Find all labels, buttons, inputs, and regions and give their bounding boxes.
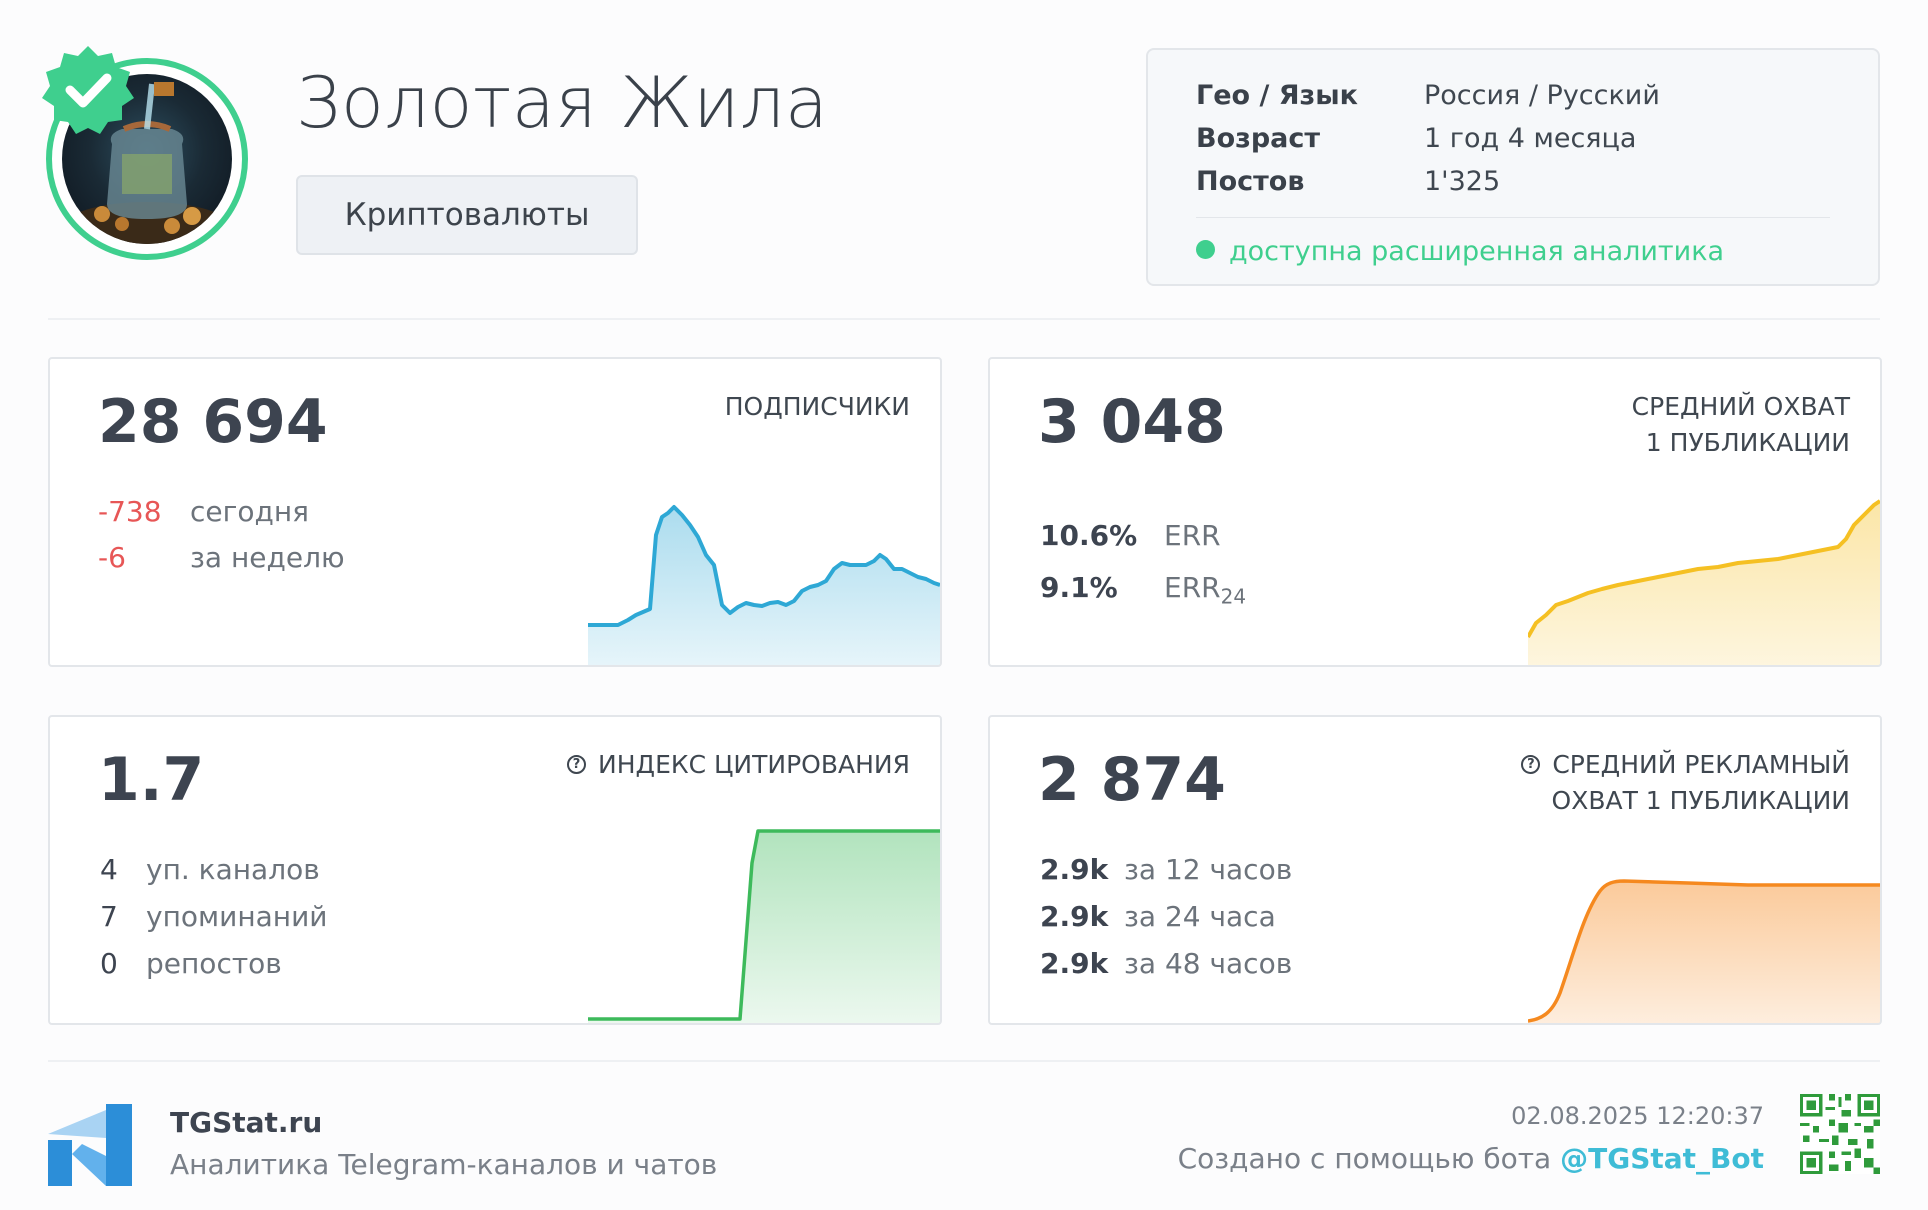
info-row-posts: Постов 1'325 — [1196, 166, 1500, 197]
err24-row: 9.1% ERR24 — [1040, 571, 1246, 609]
ad-reach-row-value: 2.9k — [1040, 900, 1109, 933]
today-label: сегодня — [190, 495, 309, 528]
err-label: ERR — [1164, 519, 1221, 552]
info-value: 1'325 — [1424, 166, 1501, 197]
brand-tagline: Аналитика Telegram-каналов и чатов — [170, 1148, 718, 1181]
citation-index: 1.7 — [98, 745, 205, 815]
timestamp: 02.08.2025 12:20:37 — [1511, 1102, 1764, 1130]
divider — [48, 318, 1880, 320]
week-change: -6 — [98, 541, 126, 574]
subscribers-count: 28 694 — [98, 387, 328, 457]
ad-reach-sparkline — [1528, 879, 1880, 1023]
citation-row: 7 упоминаний — [100, 900, 328, 933]
week-label: за неделю — [190, 541, 345, 574]
reach-card[interactable]: 3 048 СРЕДНИЙ ОХВАТ 1 ПУБЛИКАЦИИ 10.6% ER… — [988, 357, 1882, 667]
info-row-geo: Гео / Язык Россия / Русский — [1196, 80, 1660, 111]
ad-reach-row: 2.9k за 12 часов — [1040, 853, 1292, 886]
subscribers-week: -6 за неделю — [98, 541, 345, 574]
citation-row: 4 уп. каналов — [100, 853, 320, 886]
ad-reach-label-line2: ОХВАТ 1 ПУБЛИКАЦИИ — [1551, 786, 1850, 815]
category-badge[interactable]: Криптовалюты — [296, 175, 638, 255]
brand-name[interactable]: TGStat.ru — [170, 1106, 323, 1139]
analytics-status[interactable]: доступна расширенная аналитика — [1196, 236, 1724, 267]
citation-row-value: 0 — [100, 947, 118, 980]
citation-row-label: уп. каналов — [146, 853, 320, 886]
status-dot-icon — [1196, 240, 1215, 259]
ad-reach-row-value: 2.9k — [1040, 947, 1109, 980]
info-row-age: Возраст 1 год 4 месяца — [1196, 123, 1636, 154]
err24-value: 9.1% — [1040, 571, 1118, 604]
err24-label: ERR — [1164, 571, 1221, 604]
citation-label: ? ИНДЕКС ЦИТИРОВАНИЯ — [567, 747, 910, 783]
subscribers-sparkline — [588, 505, 940, 665]
ad-reach-card[interactable]: 2 874 ? СРЕДНИЙ РЕКЛАМНЫЙ ОХВАТ 1 ПУБЛИКА… — [988, 715, 1882, 1025]
today-change: -738 — [98, 495, 162, 528]
ad-reach-row-label: за 48 часов — [1124, 947, 1293, 980]
citation-row-label: репостов — [146, 947, 282, 980]
created-prefix: Создано с помощью бота — [1177, 1142, 1552, 1175]
tgstat-logo-icon[interactable] — [48, 1104, 132, 1186]
ad-reach-row: 2.9k за 24 часа — [1040, 900, 1276, 933]
qr-code-icon — [1800, 1094, 1880, 1174]
info-value: 1 год 4 месяца — [1424, 123, 1637, 154]
subscribers-card[interactable]: 28 694 ПОДПИСЧИКИ -738 сегодня -6 за недел… — [48, 357, 942, 667]
question-circle-icon[interactable]: ? — [567, 754, 587, 774]
info-value: Россия / Русский — [1424, 80, 1660, 111]
info-key: Гео / Язык — [1196, 80, 1358, 111]
citation-row: 0 репостов — [100, 947, 282, 980]
err-row: 10.6% ERR — [1040, 519, 1221, 552]
citation-row-label: упоминаний — [146, 900, 328, 933]
err-value: 10.6% — [1040, 519, 1138, 552]
verified-badge-icon — [42, 46, 134, 134]
question-circle-icon[interactable]: ? — [1521, 754, 1541, 774]
subscribers-today: -738 сегодня — [98, 495, 309, 528]
citation-row-value: 4 — [100, 853, 118, 886]
reach-label: СРЕДНИЙ ОХВАТ 1 ПУБЛИКАЦИИ — [1632, 389, 1850, 461]
ad-reach-row: 2.9k за 48 часов — [1040, 947, 1292, 980]
divider — [1196, 217, 1830, 218]
divider — [48, 1060, 1880, 1062]
ad-reach-label: ? СРЕДНИЙ РЕКЛАМНЫЙ ОХВАТ 1 ПУБЛИКАЦИИ — [1521, 747, 1850, 819]
reach-count: 3 048 — [1038, 387, 1226, 457]
ad-reach-row-label: за 12 часов — [1124, 853, 1293, 886]
channel-title: Золотая Жила — [296, 62, 829, 144]
err24-subscript: 24 — [1220, 584, 1247, 609]
bot-link[interactable]: @TGStat_Bot — [1560, 1142, 1764, 1175]
citation-row-value: 7 — [100, 900, 118, 933]
ad-reach-row-value: 2.9k — [1040, 853, 1109, 886]
channel-info-panel: Гео / Язык Россия / Русский Возраст 1 год … — [1146, 48, 1880, 286]
created-by: Создано с помощью бота @TGStat_Bot — [1178, 1142, 1764, 1175]
analytics-status-text: доступна расширенная аналитика — [1229, 236, 1725, 267]
citation-sparkline — [588, 829, 940, 1023]
info-key: Постов — [1196, 166, 1305, 197]
reach-label-line1: СРЕДНИЙ ОХВАТ — [1631, 392, 1850, 421]
info-key: Возраст — [1196, 123, 1321, 154]
ad-reach-label-line1: СРЕДНИЙ РЕКЛАМНЫЙ — [1552, 750, 1850, 779]
reach-sparkline — [1528, 499, 1880, 665]
citation-card[interactable]: 1.7 ? ИНДЕКС ЦИТИРОВАНИЯ 4 уп. каналов 7 уп… — [48, 715, 942, 1025]
citation-label-text: ИНДЕКС ЦИТИРОВАНИЯ — [598, 750, 910, 779]
reach-label-line2: 1 ПУБЛИКАЦИИ — [1645, 428, 1850, 457]
ad-reach-count: 2 874 — [1038, 745, 1226, 815]
subscribers-label: ПОДПИСЧИКИ — [724, 392, 910, 421]
ad-reach-row-label: за 24 часа — [1124, 900, 1276, 933]
